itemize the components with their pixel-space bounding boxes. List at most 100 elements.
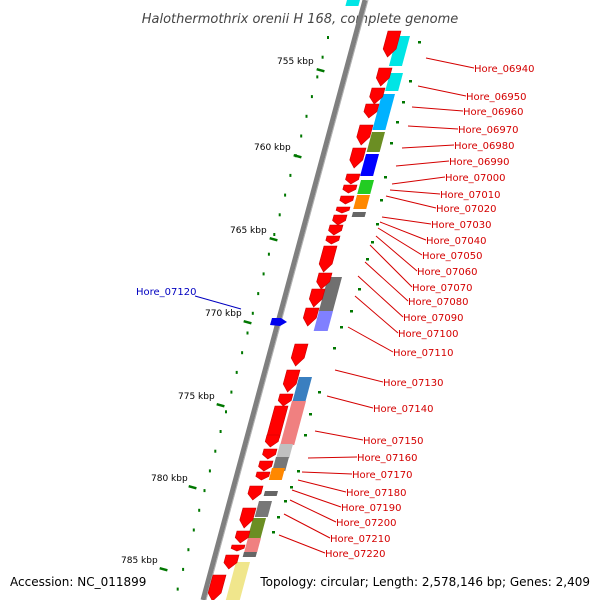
scale-dot xyxy=(327,36,329,39)
gene-label-item[interactable]: Hore_07170 xyxy=(301,470,413,481)
gene-label-item[interactable]: Hore_07140 xyxy=(326,395,434,415)
leader-line xyxy=(334,369,384,383)
gene-label[interactable]: Hore_07150 xyxy=(363,436,424,447)
gene-label[interactable]: Hore_07010 xyxy=(440,190,501,201)
gene-label[interactable]: Hore_07110 xyxy=(393,348,454,359)
gene-arrow xyxy=(375,67,393,87)
feature-tick xyxy=(366,258,369,261)
gene-label-item[interactable]: Hore_07060 xyxy=(375,235,478,278)
gene-label-item[interactable]: Hore_07110 xyxy=(347,326,454,359)
kbp-tick xyxy=(188,485,197,490)
gene-label-item[interactable]: Hore_06990 xyxy=(395,157,510,168)
gene-arrow xyxy=(318,245,338,273)
gene-label[interactable]: Hore_07200 xyxy=(336,518,397,529)
gene-label-item[interactable]: Hore_07010 xyxy=(389,189,501,201)
gene-label[interactable]: Hore_07170 xyxy=(352,470,413,481)
gene-arrow xyxy=(345,173,361,185)
gene-label-list: Hore_06940 Hore_06950 Hore_06960 Hore_06970… xyxy=(278,57,535,560)
gene-label[interactable]: Hore_06970 xyxy=(458,125,519,136)
gene-label[interactable]: Hore_06950 xyxy=(466,92,527,103)
gene-label-item[interactable]: Hore_07050 xyxy=(377,227,483,262)
leader-line xyxy=(283,513,331,539)
gene-label[interactable]: Hore_07100 xyxy=(398,329,459,340)
gene-label-item[interactable]: Hore_06980 xyxy=(401,141,515,152)
feature-tick xyxy=(309,413,312,416)
scale-dot xyxy=(284,193,287,197)
scale-dot xyxy=(203,489,206,493)
gene-label-item[interactable]: Hore_07220 xyxy=(278,534,386,560)
gene-arrow xyxy=(239,507,257,529)
gene-label[interactable]: Hore_06960 xyxy=(463,107,524,118)
gene-label[interactable]: Hore_06980 xyxy=(454,141,515,152)
gene-label[interactable]: Hore_07090 xyxy=(403,313,464,324)
gene-label[interactable]: Hore_07190 xyxy=(341,503,402,514)
leader-line xyxy=(395,160,450,167)
gene-label-item[interactable]: Hore_07040 xyxy=(379,221,487,247)
gene-label-item[interactable]: Hore_06950 xyxy=(417,85,527,103)
gene-label-item[interactable]: Hore_07200 xyxy=(289,499,397,529)
gene-label-left[interactable]: Hore_07120 xyxy=(136,287,242,310)
gene-label-item[interactable]: Hore_07130 xyxy=(334,369,444,389)
gene-arrow xyxy=(342,184,358,194)
gene-label-item[interactable]: Hore_07000 xyxy=(391,173,506,185)
scale-dot xyxy=(214,449,217,453)
gene-label-item[interactable]: Hore_07160 xyxy=(307,453,418,464)
gene-label[interactable]: Hore_07050 xyxy=(422,251,483,262)
gene-label[interactable]: Hore_06940 xyxy=(474,64,535,75)
kbp-tick xyxy=(293,153,302,159)
gene-label[interactable]: Hore_07080 xyxy=(408,297,469,308)
kbp-tick xyxy=(216,403,225,408)
gene-label-item[interactable]: Hore_06960 xyxy=(411,106,524,118)
gene-label-item[interactable]: Hore_06940 xyxy=(425,57,535,75)
feature-block xyxy=(292,377,312,401)
feature-block xyxy=(351,212,366,217)
gene-arrow xyxy=(282,369,301,393)
leader-line xyxy=(369,244,413,288)
gene-label[interactable]: Hore_07160 xyxy=(357,453,418,464)
gene-label[interactable]: Hore_07180 xyxy=(346,488,407,499)
gene-arrow xyxy=(262,448,278,460)
gene-label[interactable]: Hore_07030 xyxy=(431,220,492,231)
gene-label[interactable]: Hore_07210 xyxy=(330,534,391,545)
gene-label[interactable]: Hore_07060 xyxy=(417,267,478,278)
gene-label[interactable]: Hore_07140 xyxy=(373,404,434,415)
gene-label-item[interactable]: Hore_07020 xyxy=(385,195,497,215)
gene-arrow xyxy=(339,195,355,205)
gene-arrow xyxy=(255,471,271,481)
scale-track xyxy=(176,36,421,591)
gene-label-item[interactable]: Hore_07100 xyxy=(354,295,459,340)
gene-label[interactable]: Hore_07000 xyxy=(445,173,506,184)
kbp-label: 785 kbp xyxy=(121,556,158,566)
gene-label[interactable]: Hore_07130 xyxy=(383,378,444,389)
gene-label[interactable]: Hore_07070 xyxy=(412,283,473,294)
leader-line xyxy=(314,430,364,441)
gene-arrow xyxy=(223,554,240,570)
feature-tick xyxy=(277,516,280,519)
gene-label-item[interactable]: Hore_07180 xyxy=(297,479,407,499)
gene-label[interactable]: Hore_07220 xyxy=(325,549,386,560)
scale-dot xyxy=(300,134,303,138)
gene-label-item[interactable]: Hore_06970 xyxy=(407,125,519,136)
gene-arrow xyxy=(264,434,281,448)
gene-arrow xyxy=(356,124,374,146)
gene-label-item[interactable]: Hore_07090 xyxy=(357,275,464,324)
gene-arrow xyxy=(207,574,227,600)
gene-label-item[interactable]: Hore_07190 xyxy=(291,489,402,514)
feature-tick xyxy=(384,176,387,179)
gene-label-item[interactable]: Hore_07070 xyxy=(369,244,473,294)
gene-label[interactable]: Hore_06990 xyxy=(449,157,510,168)
gene-label[interactable]: Hore_07020 xyxy=(436,204,497,215)
gene-label[interactable]: Hore_07040 xyxy=(426,236,487,247)
gene-label-item[interactable]: Hore_07030 xyxy=(381,216,492,231)
gene-label[interactable]: Hore_07120 xyxy=(136,287,197,298)
kbp-label: 765 kbp xyxy=(230,226,267,236)
gene-label-item[interactable]: Hore_07150 xyxy=(314,430,424,447)
gene-label-item[interactable]: Hore_07210 xyxy=(283,513,391,545)
scale-dot xyxy=(289,173,292,177)
feature-tick xyxy=(297,470,300,473)
feature-block xyxy=(388,36,410,66)
gene-arrow xyxy=(363,103,380,119)
scale-dot xyxy=(273,233,276,236)
gene-label-item[interactable]: Hore_07080 xyxy=(364,261,469,308)
